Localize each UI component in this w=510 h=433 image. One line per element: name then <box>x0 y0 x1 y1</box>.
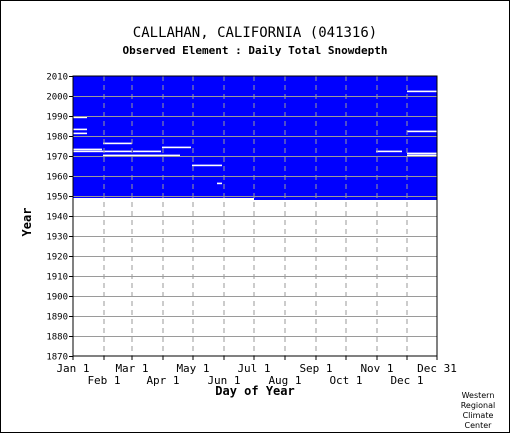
missing-record-9 <box>73 116 87 119</box>
missing-record-8 <box>73 128 87 131</box>
y-tick-label: 1920 <box>46 253 68 263</box>
y-tick-label: 1870 <box>46 353 68 363</box>
missing-record-7 <box>73 132 87 135</box>
x-tick-label: Feb 1 <box>87 374 120 387</box>
y-axis-label: Year <box>20 207 34 237</box>
y-tick-label: 1960 <box>46 173 68 183</box>
x-tick-label: Apr 1 <box>146 374 179 387</box>
y-tick-label: 1930 <box>46 233 68 243</box>
x-tick-label: Jul 1 <box>237 362 270 375</box>
y-tick-label: 1910 <box>46 273 68 283</box>
chart-subtitle: Observed Element : Daily Total Snowdepth <box>122 44 388 57</box>
missing-record-3 <box>103 142 132 145</box>
y-tick-label: 1950 <box>46 193 68 203</box>
x-tick-label: Dec 31 <box>417 362 457 375</box>
x-tick-label: Mar 1 <box>115 362 148 375</box>
y-tick-label: 1970 <box>46 153 68 163</box>
y-tick-label: 1990 <box>46 113 68 123</box>
y-tick-label: 1980 <box>46 133 68 143</box>
credit-text: Western Regional Climate Center <box>460 391 496 430</box>
x-tick-label: Jun 1 <box>207 374 240 387</box>
x-tick-label: May 1 <box>176 362 209 375</box>
plot-border <box>72 75 438 357</box>
missing-record-4 <box>133 150 161 153</box>
missing-record-6 <box>192 164 222 167</box>
chart-title: CALLAHAN, CALIFORNIA (041316) <box>132 25 378 41</box>
x-tick-label: Jan 1 <box>56 362 89 375</box>
missing-record-13 <box>407 152 437 155</box>
x-axis-label: Day of Year <box>215 384 295 398</box>
y-tick-label: 1880 <box>46 333 68 343</box>
missing-record-10 <box>217 182 222 185</box>
x-tick-label: Dec 1 <box>390 374 423 387</box>
y-tick-label: 1940 <box>46 213 68 223</box>
x-tick-label: Sep 1 <box>299 362 332 375</box>
missing-record-5 <box>162 146 191 149</box>
x-tick-label: Nov 1 <box>360 362 393 375</box>
missing-record-0 <box>73 150 132 153</box>
missing-record-14 <box>407 90 437 93</box>
x-tick-label: Aug 1 <box>268 374 301 387</box>
missing-record-11 <box>376 150 402 153</box>
missing-record-1 <box>73 148 102 151</box>
missing-record-2 <box>103 154 180 157</box>
x-tick-label: Oct 1 <box>329 374 362 387</box>
y-tick-label: 2010 <box>46 73 68 83</box>
y-tick-label: 1900 <box>46 293 68 303</box>
missing-record-15 <box>407 130 437 133</box>
y-tick-label: 1890 <box>46 313 68 323</box>
data-block-partial <box>254 198 437 200</box>
missing-record-12 <box>407 154 437 157</box>
y-tick-label: 2000 <box>46 93 68 103</box>
